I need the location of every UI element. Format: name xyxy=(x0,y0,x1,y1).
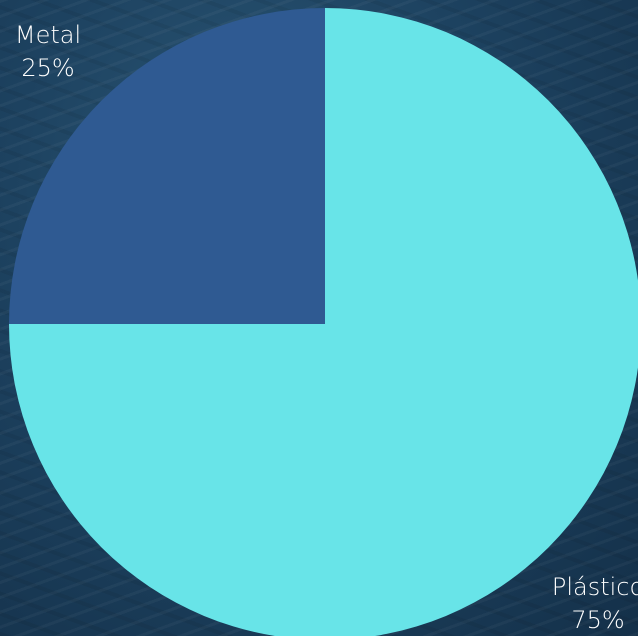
pie-slice-metal xyxy=(9,8,325,324)
pie-labels: Metal 25% Plástico 75% xyxy=(15,21,638,634)
pie-slices xyxy=(9,8,638,636)
slice-label-value: 75% xyxy=(571,606,624,634)
slice-label-value: 25% xyxy=(21,54,74,82)
slice-label-name: Plástico xyxy=(552,573,638,601)
slice-label-name: Metal xyxy=(15,21,81,49)
pie-slice-plastico xyxy=(9,8,638,636)
